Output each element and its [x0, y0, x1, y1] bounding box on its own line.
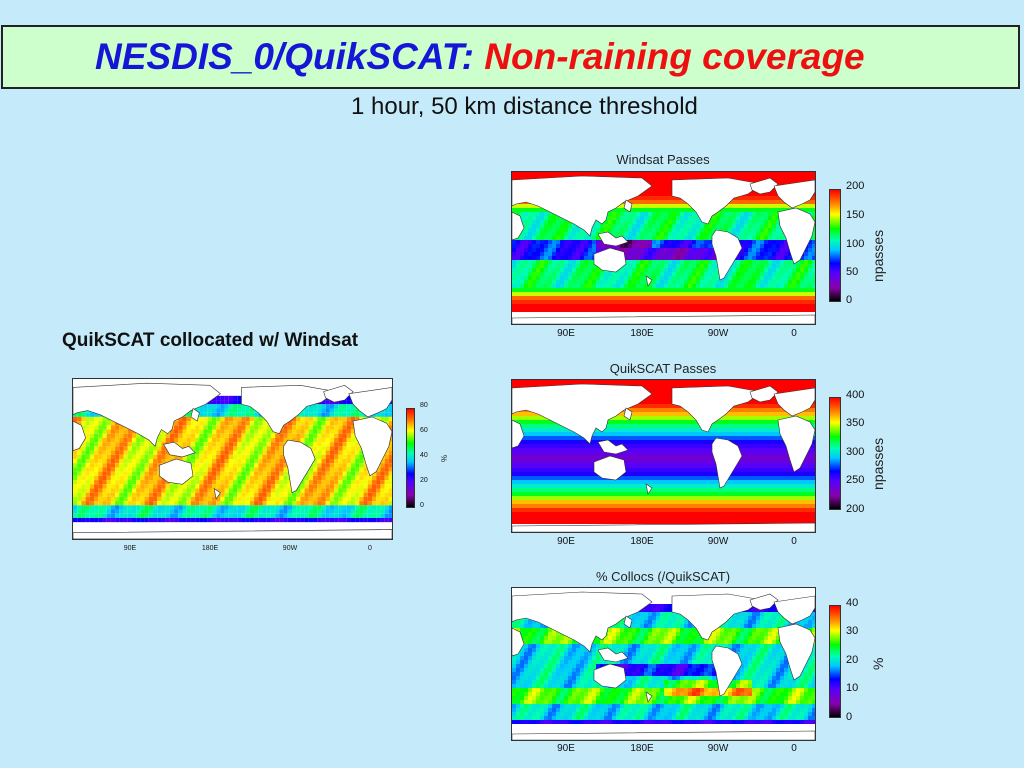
windsat-cbar-tick: 50	[846, 266, 859, 278]
quikscat-cbar-tick: 300	[846, 446, 865, 458]
collocs-percent-map	[511, 587, 816, 741]
title-primary: NESDIS_0/QuikSCAT:	[95, 36, 485, 77]
windsat-passes-map	[511, 171, 816, 325]
quikscat-xtick-0: 0	[791, 536, 797, 547]
quikscat-cbar-tick: 400	[846, 389, 865, 401]
collocs-colorbar-unit: %	[870, 657, 886, 670]
windsat-xtick-90w: 90W	[707, 328, 729, 339]
threshold-subtitle: 1 hour, 50 km distance threshold	[351, 93, 698, 120]
collocs-xtick-0: 0	[791, 743, 797, 754]
quikscat-passes-map-image	[512, 380, 815, 532]
windsat-passes-title: Windsat Passes	[616, 152, 710, 167]
windsat-xtick-90e: 90E	[557, 328, 575, 339]
slide-title: NESDIS_0/QuikSCAT: Non-raining coverage	[95, 35, 865, 79]
collocs-xtick-90e: 90E	[557, 743, 575, 754]
quikscat-cbar-tick: 350	[846, 417, 865, 429]
windsat-colorbar	[829, 189, 841, 302]
collocated-cbar-tick: 60	[420, 427, 428, 434]
quikscat-colorbar	[829, 397, 841, 510]
collocs-cbar-tick: 20	[846, 654, 859, 666]
windsat-cbar-tick: 100	[846, 238, 865, 250]
collocated-xtick-0: 0	[368, 545, 372, 552]
collocated-colorbar-unit: %	[440, 454, 449, 462]
collocs-cbar-tick: 0	[846, 711, 853, 723]
windsat-cbar-tick: 150	[846, 209, 865, 221]
quikscat-xtick-90e: 90E	[557, 536, 575, 547]
collocated-percent-map	[72, 378, 393, 540]
collocs-cbar-tick: 30	[846, 625, 859, 637]
collocated-colorbar	[406, 408, 415, 508]
collocated-xtick-90w: 90W	[282, 545, 298, 552]
quikscat-cbar-tick: 250	[846, 474, 865, 486]
windsat-xtick-180e: 180E	[630, 328, 654, 339]
collocated-xtick-180e: 180E	[201, 545, 219, 552]
collocs-xtick-180e: 180E	[630, 743, 654, 754]
collocs-percent-title: % Collocs (/QuikSCAT)	[595, 569, 731, 584]
collocated-cbar-tick: 40	[420, 452, 428, 459]
collocated-percent-map-image	[73, 382, 392, 539]
quikscat-xtick-180e: 180E	[630, 536, 654, 547]
collocated-cbar-tick: 20	[420, 477, 428, 484]
collocated-cbar-tick: 0	[420, 502, 424, 509]
windsat-cbar-tick: 200	[846, 180, 865, 192]
collocs-cbar-tick: 10	[846, 682, 859, 694]
windsat-passes-map-image	[512, 172, 815, 324]
windsat-cbar-tick: 0	[846, 294, 853, 306]
collocated-map-label: QuikSCAT collocated w/ Windsat	[62, 330, 359, 351]
collocs-xtick-90w: 90W	[707, 743, 729, 754]
collocated-cbar-tick: 80	[420, 402, 428, 409]
windsat-colorbar-unit: npasses	[870, 229, 886, 282]
quikscat-xtick-90w: 90W	[707, 536, 729, 547]
quikscat-passes-map	[511, 379, 816, 533]
title-emphasis: Non-raining coverage	[484, 36, 865, 77]
title-box: NESDIS_0/QuikSCAT: Non-raining coverage	[1, 25, 1020, 89]
windsat-xtick-0: 0	[791, 328, 797, 339]
collocs-colorbar	[829, 605, 841, 718]
collocs-cbar-tick: 40	[846, 597, 859, 609]
quikscat-cbar-tick: 200	[846, 503, 865, 515]
collocated-xtick-90e: 90E	[123, 545, 137, 552]
quikscat-colorbar-unit: npasses	[870, 437, 886, 490]
collocs-percent-map-image	[512, 591, 815, 740]
quikscat-passes-title: QuikSCAT Passes	[609, 361, 717, 376]
